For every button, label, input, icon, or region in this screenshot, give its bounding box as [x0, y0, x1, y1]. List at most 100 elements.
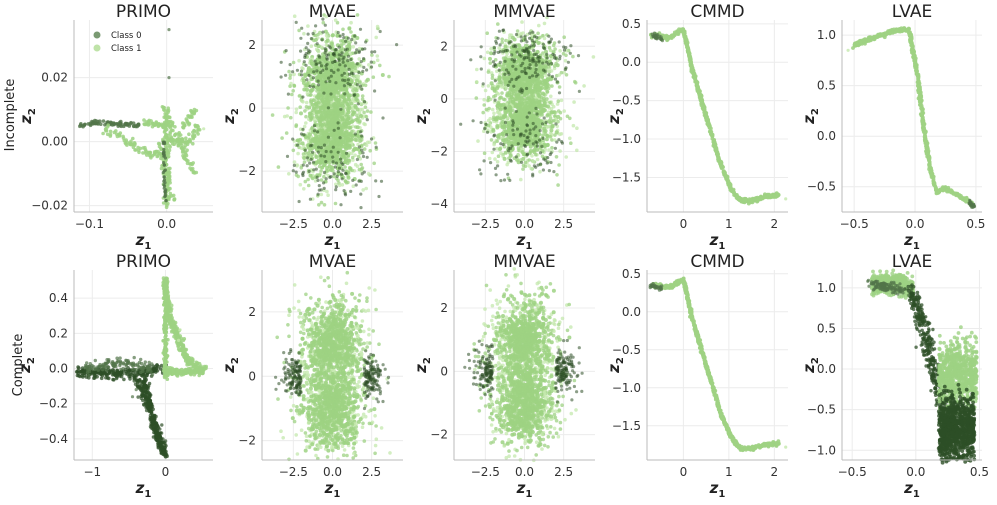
- data-point: [334, 107, 338, 111]
- data-point: [167, 76, 170, 79]
- data-point: [317, 146, 320, 149]
- data-point: [575, 149, 579, 153]
- data-point: [119, 120, 123, 124]
- data-point: [79, 122, 83, 126]
- data-point: [121, 135, 125, 139]
- data-point: [496, 22, 500, 26]
- data-point: [539, 129, 542, 132]
- data-point: [339, 203, 342, 206]
- data-point: [540, 113, 544, 117]
- data-point: [277, 165, 281, 169]
- data-point: [344, 48, 347, 51]
- data-point: [536, 84, 540, 88]
- data-point: [302, 187, 306, 191]
- data-point: [304, 149, 307, 152]
- data-point: [497, 78, 501, 82]
- data-point: [162, 175, 165, 178]
- data-point: [520, 39, 523, 42]
- data-point: [592, 55, 596, 59]
- data-point: [154, 150, 158, 154]
- data-point: [137, 123, 141, 127]
- data-point: [318, 61, 321, 64]
- data-point: [543, 103, 547, 107]
- data-point: [311, 151, 314, 154]
- data-point: [288, 84, 292, 88]
- data-point: [482, 103, 486, 107]
- data-point: [532, 114, 536, 118]
- data-point: [549, 161, 552, 164]
- data-point: [343, 98, 347, 102]
- data-point: [188, 138, 192, 142]
- data-point: [317, 203, 321, 207]
- data-point: [355, 48, 358, 51]
- data-point: [155, 120, 159, 124]
- data-point: [357, 155, 361, 159]
- data-point: [321, 106, 325, 110]
- data-point: [519, 178, 523, 182]
- data-point: [188, 162, 192, 166]
- data-point: [344, 40, 347, 43]
- data-point: [481, 111, 485, 115]
- data-point: [362, 111, 366, 115]
- data-point: [308, 112, 312, 116]
- data-point: [360, 149, 363, 152]
- data-point: [496, 37, 499, 40]
- data-point: [339, 81, 343, 85]
- data-point: [332, 71, 335, 74]
- data-point: [499, 151, 503, 155]
- data-point: [475, 96, 479, 100]
- data-point: [336, 178, 340, 182]
- data-point: [331, 156, 334, 159]
- data-point: [496, 101, 500, 105]
- data-point: [549, 95, 553, 99]
- data-point: [542, 43, 545, 46]
- data-point: [558, 149, 562, 153]
- data-point: [188, 122, 192, 126]
- data-point: [104, 129, 108, 133]
- data-point: [352, 148, 356, 152]
- data-point: [555, 155, 559, 159]
- data-point: [326, 58, 329, 61]
- data-point: [161, 105, 165, 109]
- data-point: [368, 149, 372, 153]
- data-point: [510, 95, 514, 99]
- data-point: [505, 93, 509, 97]
- data-point: [301, 95, 304, 98]
- data-point: [538, 94, 542, 98]
- data-point: [378, 64, 382, 68]
- data-point: [491, 151, 495, 155]
- data-point: [547, 73, 550, 76]
- data-point: [494, 94, 498, 98]
- data-point: [359, 28, 362, 31]
- data-point: [298, 94, 302, 98]
- data-point: [376, 54, 380, 58]
- data-point: [483, 127, 486, 130]
- data-point: [534, 134, 537, 137]
- data-point: [541, 137, 544, 140]
- data-point: [132, 145, 136, 149]
- data-point: [296, 152, 300, 156]
- data-point: [557, 138, 560, 141]
- data-point: [545, 137, 549, 141]
- data-point: [162, 171, 165, 174]
- data-point: [351, 156, 355, 160]
- data-point: [332, 123, 336, 127]
- data-point: [488, 157, 492, 161]
- data-point: [316, 130, 319, 133]
- data-point: [289, 73, 293, 77]
- data-point: [504, 107, 507, 110]
- data-point: [480, 121, 483, 124]
- data-point: [475, 68, 479, 72]
- data-point: [287, 93, 290, 96]
- data-point: [305, 88, 309, 92]
- data-point: [360, 134, 363, 137]
- data-point: [535, 112, 538, 115]
- data-point: [497, 154, 501, 158]
- data-point: [495, 139, 499, 143]
- data-point: [315, 69, 318, 72]
- data-point: [314, 24, 317, 27]
- data-point: [320, 188, 323, 191]
- x-tick-label: −0.1: [75, 217, 104, 231]
- data-point: [488, 57, 492, 61]
- data-point: [487, 70, 491, 74]
